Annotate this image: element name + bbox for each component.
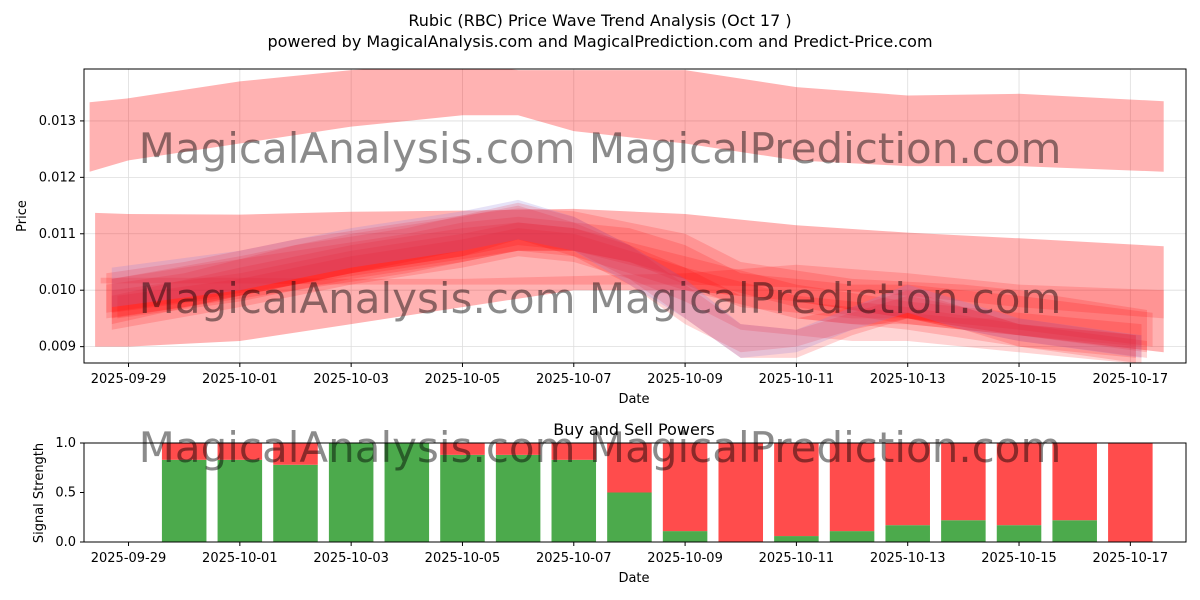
price-band-wave-6 <box>117 228 1136 358</box>
buy-bar <box>1052 520 1097 542</box>
price-y-tick-label: 0.011 <box>39 227 76 242</box>
sell-bar <box>495 443 541 455</box>
signal-bars <box>161 443 1153 542</box>
sell-bar <box>996 443 1042 526</box>
sell-bar <box>662 443 708 532</box>
price-band-wave-7 <box>100 264 1164 319</box>
signal-x-tick-label: 2025-10-05 <box>425 551 501 566</box>
buy-bar <box>885 525 930 542</box>
buy-bar <box>217 459 263 542</box>
price-bands <box>89 69 1164 363</box>
sell-bar <box>551 443 597 460</box>
buy-bar <box>495 454 541 542</box>
sell-bar <box>273 443 318 465</box>
price-band-purple-wave-1 <box>111 199 1142 358</box>
sell-bar <box>440 443 485 455</box>
sell-bar <box>885 443 930 526</box>
signal-x-tick-label: 2025-10-13 <box>870 551 946 566</box>
price-x-tick-label: 2025-10-09 <box>647 372 723 387</box>
signal-y-tick-label: 0.0 <box>55 535 76 550</box>
signal-x-tick-label: 2025-10-03 <box>313 551 389 566</box>
price-x-tick-label: 2025-10-15 <box>981 372 1057 387</box>
price-x-tick-label: 2025-10-11 <box>759 372 835 387</box>
price-x-tick-label: 2025-10-03 <box>313 372 389 387</box>
chart-title: Rubic (RBC) Price Wave Trend Analysis (O… <box>408 11 791 30</box>
signal-title: Buy and Sell Powers <box>553 420 715 439</box>
price-y-ticks: 0.009 0.010 0.011 0.012 0.013 <box>39 114 84 355</box>
price-x-tick-label: 2025-10-17 <box>1093 372 1169 387</box>
buy-bar <box>328 443 374 542</box>
signal-x-axis-label: Date <box>618 571 649 586</box>
watermark-top-2: MagicalAnalysis.com MagicalPrediction.co… <box>139 274 1062 323</box>
buy-bar <box>829 531 875 542</box>
signal-x-tick-label: 2025-10-15 <box>981 551 1057 566</box>
signal-x-tick-label: 2025-10-09 <box>647 551 723 566</box>
price-x-tick-label: 2025-10-05 <box>425 372 501 387</box>
buy-bar <box>607 492 652 542</box>
buy-bar <box>774 536 819 542</box>
price-y-axis-label: Price <box>15 200 30 232</box>
price-x-tick-label: 2025-10-07 <box>536 372 612 387</box>
signal-x-ticks: 2025-09-29 2025-10-01 2025-10-03 2025-10-05… <box>91 542 1168 566</box>
price-y-tick-label: 0.013 <box>39 114 76 129</box>
sell-bar <box>718 443 764 542</box>
sell-bar <box>161 443 207 460</box>
signal-panel: Buy and Sell Powers MagicalAnalysis.com … <box>32 420 1187 586</box>
buy-bar <box>440 454 485 542</box>
sell-bar <box>829 443 875 532</box>
chart-subtitle: powered by MagicalAnalysis.com and Magic… <box>267 32 932 51</box>
price-y-tick-label: 0.010 <box>39 283 76 298</box>
price-x-axis-label: Date <box>618 392 649 407</box>
price-band-wave-3 <box>111 205 1142 363</box>
sell-bar <box>1052 443 1097 521</box>
price-x-tick-label: 2025-10-01 <box>202 372 278 387</box>
price-band-wave-2 <box>111 216 1153 347</box>
price-band-main-channel <box>95 208 1164 353</box>
price-axes-frame <box>83 68 1187 364</box>
sell-bar <box>217 443 263 460</box>
buy-bar <box>551 459 597 542</box>
signal-x-tick-label: 2025-10-01 <box>202 551 278 566</box>
signal-y-ticks: 0.0 0.5 1.0 <box>55 436 84 550</box>
price-y-tick-label: 0.012 <box>39 170 76 185</box>
signal-y-tick-label: 1.0 <box>55 436 76 451</box>
price-band-wave-4 <box>106 202 1147 358</box>
buy-bar <box>161 459 207 542</box>
sell-bar <box>941 443 986 521</box>
signal-x-tick-label: 2025-10-11 <box>759 551 835 566</box>
watermark-bottom: MagicalAnalysis.com MagicalPrediction.co… <box>139 423 1062 472</box>
sell-bar <box>607 443 652 493</box>
buy-bar <box>662 531 708 542</box>
price-x-tick-label: 2025-10-13 <box>870 372 946 387</box>
price-band-wave-1 <box>106 208 1147 353</box>
price-band-wave-8 <box>111 222 1136 363</box>
price-band-upper-wave <box>89 69 1164 172</box>
watermark-top-1: MagicalAnalysis.com MagicalPrediction.co… <box>139 124 1062 173</box>
signal-y-axis-label: Signal Strength <box>32 443 47 543</box>
buy-bar <box>996 525 1042 542</box>
price-x-ticks: 2025-09-29 2025-10-01 2025-10-03 2025-10-05… <box>91 363 1168 387</box>
price-x-tick-label: 2025-09-29 <box>91 372 167 387</box>
sell-bar <box>774 443 819 537</box>
signal-x-tick-label: 2025-09-29 <box>91 551 167 566</box>
price-y-tick-label: 0.009 <box>39 340 76 355</box>
signal-x-tick-label: 2025-10-17 <box>1093 551 1169 566</box>
price-panel: MagicalAnalysis.com MagicalPrediction.co… <box>15 68 1187 407</box>
price-grid <box>84 69 1186 363</box>
signal-x-tick-label: 2025-10-07 <box>536 551 612 566</box>
signal-y-tick-label: 0.5 <box>55 486 76 501</box>
buy-bar <box>941 520 986 542</box>
price-band-wave-5 <box>111 222 1142 347</box>
buy-bar <box>384 443 430 542</box>
sell-bar <box>1108 443 1153 542</box>
buy-bar <box>273 464 318 542</box>
